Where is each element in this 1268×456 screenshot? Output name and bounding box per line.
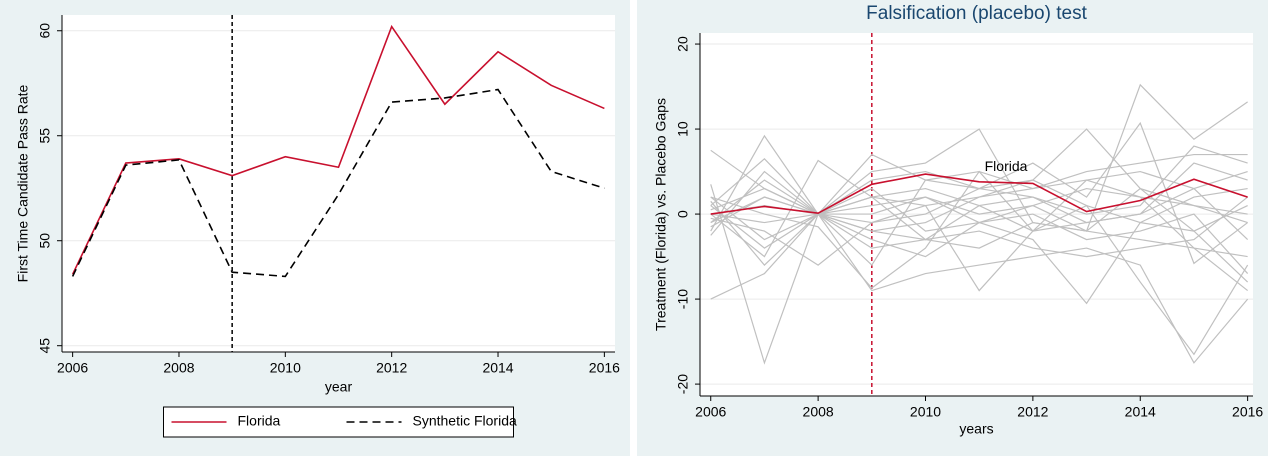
y-axis-label: Treatment (Florida) vs. Placebo Gaps <box>653 98 669 331</box>
y-tick-label: -20 <box>675 374 691 394</box>
y-tick-label: 50 <box>37 233 53 249</box>
y-tick-label: 55 <box>37 128 53 144</box>
x-axis-label: year <box>325 379 353 395</box>
series-line <box>710 159 1249 356</box>
y-axis-label: First Time Candidate Pass Rate <box>15 84 31 282</box>
series-line <box>710 196 1249 258</box>
series-line <box>71 88 605 278</box>
x-tick-label: 2014 <box>482 360 513 376</box>
y-tick-label: 10 <box>675 121 691 137</box>
y-tick-label: -10 <box>675 289 691 309</box>
legend-label: Synthetic Florida <box>413 413 517 429</box>
y-tick-label: 0 <box>675 210 691 218</box>
x-tick-label: 2016 <box>589 360 620 376</box>
x-tick-label: 2012 <box>376 360 407 376</box>
y-tick-label: 20 <box>675 36 691 52</box>
series-line <box>710 170 1249 292</box>
legend-label: Florida <box>238 413 281 429</box>
series-line <box>710 83 1248 232</box>
x-tick-label: 2016 <box>1232 404 1263 420</box>
x-tick-label: 2008 <box>163 360 194 376</box>
series-line <box>710 184 1249 365</box>
x-tick-label: 2008 <box>803 404 834 420</box>
series-line <box>710 145 1248 224</box>
x-tick-label: 2014 <box>1125 404 1156 420</box>
series-line <box>710 173 1248 215</box>
series-line <box>710 162 1248 232</box>
x-tick-label: 2006 <box>695 404 726 420</box>
series-line <box>71 24 605 275</box>
y-tick-label: 45 <box>37 338 53 354</box>
chart-title: Falsification (placebo) test <box>866 3 1087 24</box>
y-tick-label: 60 <box>37 23 53 39</box>
annotation: Florida <box>985 158 1028 174</box>
plot-area <box>62 15 615 352</box>
x-tick-label: 2010 <box>910 404 941 420</box>
x-tick-label: 2012 <box>1017 404 1048 420</box>
x-axis-label: years <box>959 421 993 437</box>
x-tick-label: 2006 <box>57 360 88 376</box>
x-tick-label: 2010 <box>270 360 301 376</box>
